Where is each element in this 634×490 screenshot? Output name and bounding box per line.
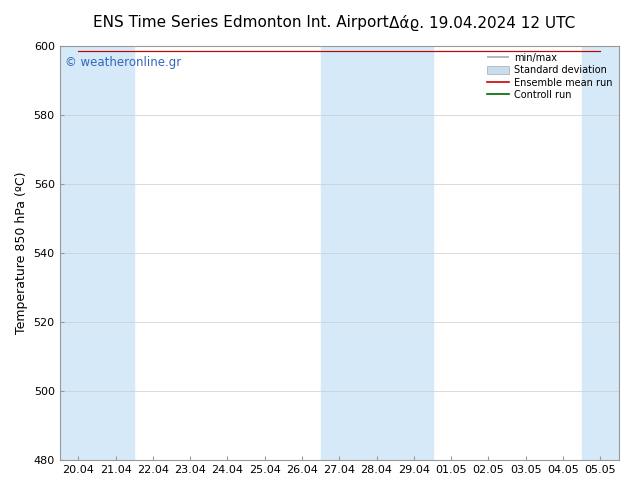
Text: ENS Time Series Edmonton Int. Airport: ENS Time Series Edmonton Int. Airport (93, 15, 389, 30)
Y-axis label: Temperature 850 hPa (ºC): Temperature 850 hPa (ºC) (15, 172, 28, 334)
Bar (321, 46, 432, 460)
Bar (582, 46, 619, 460)
Legend: min/max, Standard deviation, Ensemble mean run, Controll run: min/max, Standard deviation, Ensemble me… (486, 51, 614, 102)
Bar (60, 46, 134, 460)
Text: © weatheronline.gr: © weatheronline.gr (65, 56, 181, 69)
Text: Δάϱ. 19.04.2024 12 UTC: Δάϱ. 19.04.2024 12 UTC (389, 15, 575, 31)
